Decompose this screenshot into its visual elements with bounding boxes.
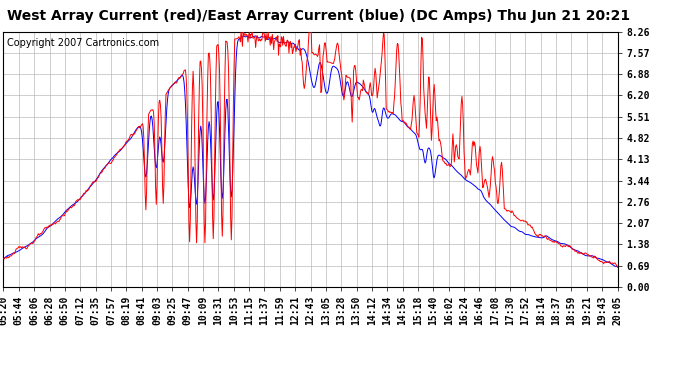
Text: West Array Current (red)/East Array Current (blue) (DC Amps) Thu Jun 21 20:21: West Array Current (red)/East Array Curr… (7, 9, 630, 23)
Text: Copyright 2007 Cartronics.com: Copyright 2007 Cartronics.com (6, 38, 159, 48)
